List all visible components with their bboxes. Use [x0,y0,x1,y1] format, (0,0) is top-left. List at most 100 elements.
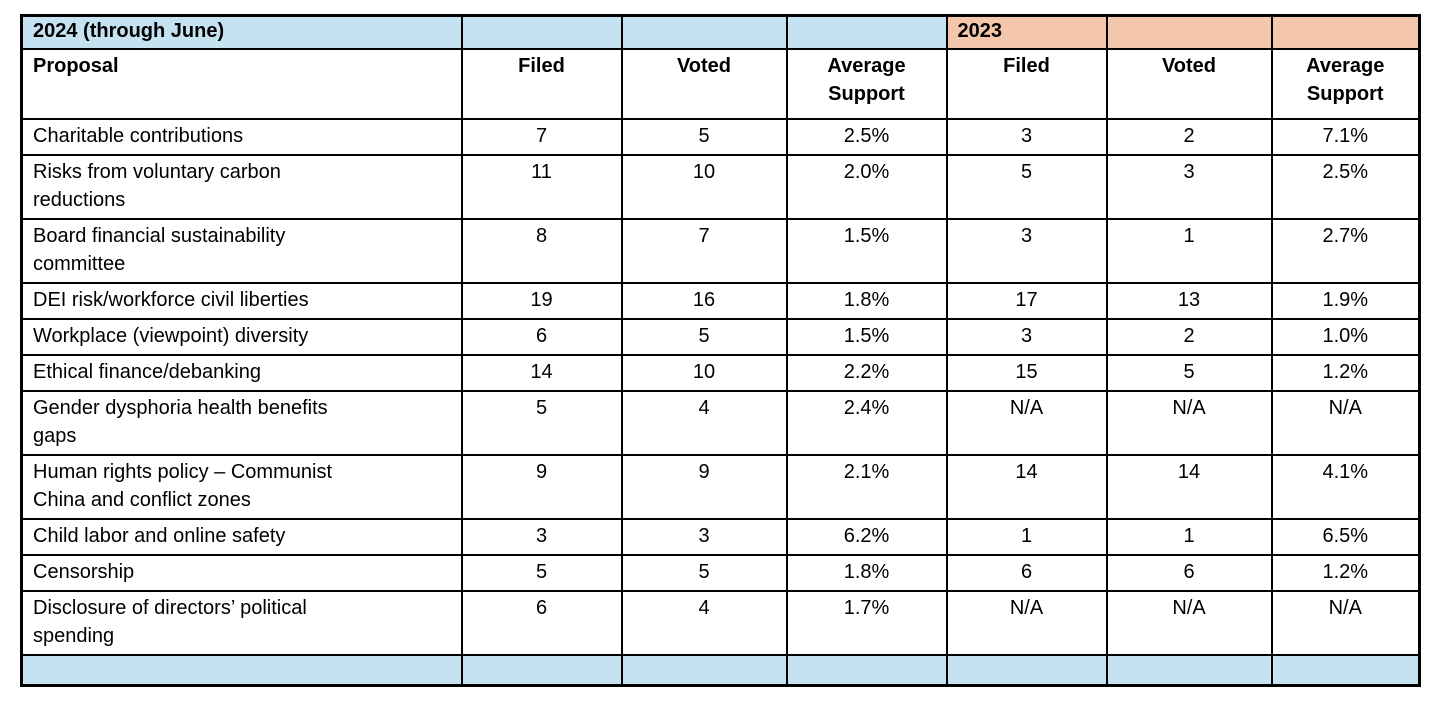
voted-2023-cell: 14 [1105,453,1273,520]
voted-2024-cell: 7 [620,217,788,284]
avg-support-2023-cell: 4.1% [1270,453,1421,520]
proposal-cell: Child labor and online safety [20,517,463,556]
filed-2024-cell: 5 [460,553,623,592]
footer-band-cell [460,653,623,687]
footer-band-cell [785,653,948,687]
proposal-text: Gender dysphoria health benefits gaps [33,396,328,447]
footer-band-cell [1105,653,1273,687]
filed-2024-cell: 6 [460,317,623,356]
year-band-2024-spacer [785,14,948,50]
proposal-cell: Workplace (viewpoint) diversity [20,317,463,356]
avg-support-2024-cell: 2.1% [785,453,948,520]
filed-2023-cell: 5 [945,153,1108,220]
avg-support-2024-cell: 1.5% [785,217,948,284]
year-band-2023-spacer [1105,14,1273,50]
voted-2024-cell: 4 [620,389,788,456]
proposal-text: Charitable contributions [33,124,244,147]
proposal-cell: Gender dysphoria health benefits gaps [20,389,463,456]
year-band-2024-spacer [620,14,788,50]
table-row: Risks from voluntary carbon reductions 1… [20,153,1421,220]
filed-2023-cell: 14 [945,453,1108,520]
filed-2024-cell: 11 [460,153,623,220]
column-header-filed-2023: Filed [945,47,1108,120]
proposal-text: Ethical finance/debanking [33,360,261,383]
table-row: DEI risk/workforce civil liberties 19 16… [20,281,1421,320]
filed-2023-cell: 6 [945,553,1108,592]
avg-support-2023-cell: 2.5% [1270,153,1421,220]
proposal-text: Child labor and online safety [33,524,286,547]
avg-support-2023-cell: 6.5% [1270,517,1421,556]
proposal-cell: Board financial sustainability committee [20,217,463,284]
avg-support-2024-cell: 1.5% [785,317,948,356]
proposal-text: Human rights policy – Communist China an… [33,460,332,511]
year-band-2024-spacer [460,14,623,50]
avg-support-2023-cell: N/A [1270,589,1421,656]
table-row: Disclosure of directors’ political spend… [20,589,1421,656]
avg-support-2023-cell: 1.2% [1270,553,1421,592]
voted-2023-cell: 2 [1105,117,1273,156]
proposal-text: Disclosure of directors’ political spend… [33,596,307,647]
proposal-cell: DEI risk/workforce civil liberties [20,281,463,320]
voted-2023-cell: 1 [1105,517,1273,556]
year-band-row: 2024 (through June) 2023 [20,14,1421,50]
avg-support-2024-cell: 2.5% [785,117,948,156]
voted-2024-cell: 9 [620,453,788,520]
table-row: Gender dysphoria health benefits gaps 5 … [20,389,1421,456]
filed-2024-cell: 5 [460,389,623,456]
proposal-cell: Ethical finance/debanking [20,353,463,392]
proposal-text: Risks from voluntary carbon reductions [33,160,281,211]
avg-support-2023-cell: 7.1% [1270,117,1421,156]
column-header-voted-2024: Voted [620,47,788,120]
voted-2023-cell: 3 [1105,153,1273,220]
proposal-cell: Charitable contributions [20,117,463,156]
voted-2023-cell: 5 [1105,353,1273,392]
voted-2023-cell: N/A [1105,589,1273,656]
filed-2024-cell: 3 [460,517,623,556]
table-row: Censorship 5 5 1.8% 6 6 1.2% [20,553,1421,592]
proposal-cell: Human rights policy – Communist China an… [20,453,463,520]
proposal-text: Workplace (viewpoint) diversity [33,324,309,347]
table-row: Board financial sustainability committee… [20,217,1421,284]
avg-support-2023-cell: 2.7% [1270,217,1421,284]
avg-support-2023-cell: 1.0% [1270,317,1421,356]
proposals-comparison-table: 2024 (through June) 2023 Proposal Filed … [20,14,1421,687]
proposal-cell: Risks from voluntary carbon reductions [20,153,463,220]
table-row: Child labor and online safety 3 3 6.2% 1… [20,517,1421,556]
voted-2024-cell: 10 [620,153,788,220]
filed-2024-cell: 8 [460,217,623,284]
voted-2023-cell: N/A [1105,389,1273,456]
year-band-2023-spacer [1270,14,1421,50]
voted-2024-cell: 16 [620,281,788,320]
year-band-2024-label: 2024 (through June) [20,14,463,50]
column-header-row: Proposal Filed Voted Average Support Fil… [20,47,1421,120]
filed-2023-cell: 3 [945,117,1108,156]
proposal-text: Censorship [33,560,135,583]
voted-2024-cell: 5 [620,317,788,356]
footer-band-cell [620,653,788,687]
footer-band-cell [20,653,463,687]
table-row: Workplace (viewpoint) diversity 6 5 1.5%… [20,317,1421,356]
filed-2024-cell: 9 [460,453,623,520]
avg-support-2024-cell: 2.2% [785,353,948,392]
avg-support-2023-cell: 1.9% [1270,281,1421,320]
voted-2023-cell: 1 [1105,217,1273,284]
avg-support-2024-cell: 2.0% [785,153,948,220]
proposal-text: DEI risk/workforce civil liberties [33,288,309,311]
filed-2023-cell: 1 [945,517,1108,556]
proposal-text: Board financial sustainability committee [33,224,286,275]
filed-2024-cell: 6 [460,589,623,656]
column-header-proposal: Proposal [20,47,463,120]
year-band-2023-label: 2023 [945,14,1108,50]
column-header-filed-2024: Filed [460,47,623,120]
filed-2024-cell: 7 [460,117,623,156]
filed-2024-cell: 14 [460,353,623,392]
voted-2023-cell: 6 [1105,553,1273,592]
column-header-avg-support-2023: Average Support [1270,47,1421,120]
voted-2024-cell: 10 [620,353,788,392]
avg-support-2024-cell: 1.8% [785,281,948,320]
filed-2023-cell: 17 [945,281,1108,320]
proposal-cell: Disclosure of directors’ political spend… [20,589,463,656]
proposal-cell: Censorship [20,553,463,592]
avg-support-2024-cell: 1.8% [785,553,948,592]
